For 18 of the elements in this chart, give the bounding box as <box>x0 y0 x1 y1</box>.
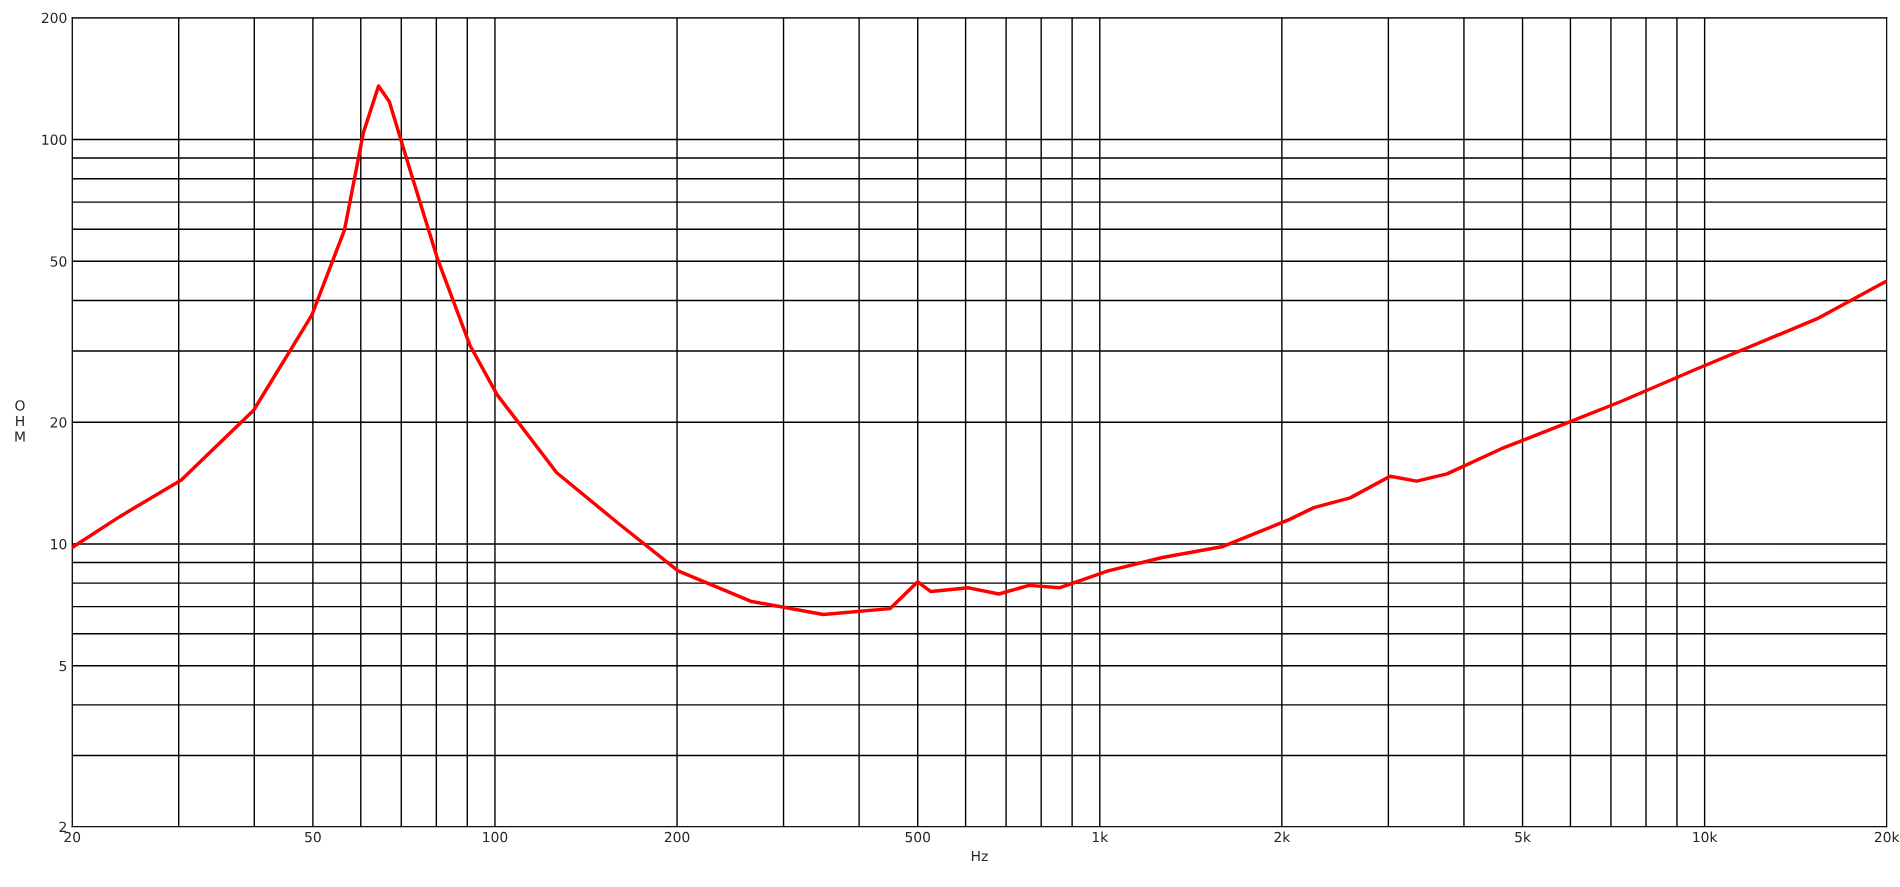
y-tick-label: 100 <box>42 134 67 145</box>
x-tick-label: 500 <box>905 831 931 843</box>
y-tick-label: 50 <box>50 256 67 267</box>
y-tick-label: 10 <box>51 538 67 550</box>
x-tick-label: 20k <box>1874 831 1900 843</box>
x-axis-title: Hz <box>971 850 988 862</box>
x-tick-label: 200 <box>664 831 690 843</box>
x-tick-label: 2k <box>1274 831 1291 843</box>
y-tick-label: 20 <box>50 417 67 428</box>
x-tick-label: 5k <box>1515 831 1531 843</box>
x-tick-label: 50 <box>305 831 321 843</box>
x-tick-label: 100 <box>483 831 508 843</box>
x-tick-label: 1k <box>1092 831 1109 843</box>
y-tick-label: 5 <box>59 660 67 672</box>
y-axis-title: OHM <box>15 400 25 442</box>
y-tick-label: 200 <box>41 12 67 24</box>
x-tick-label: 10k <box>1693 831 1718 843</box>
y-tick-label: 2 <box>59 821 66 832</box>
